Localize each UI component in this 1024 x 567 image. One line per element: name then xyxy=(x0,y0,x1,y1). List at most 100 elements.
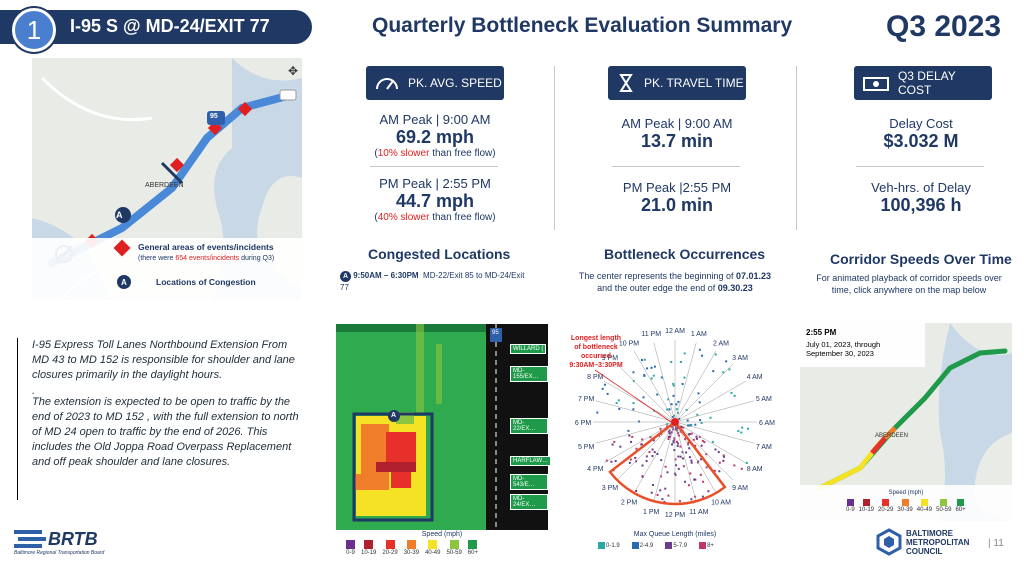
speed-am-pct: 10% slower xyxy=(377,148,430,159)
queue-point xyxy=(683,352,686,355)
queue-point xyxy=(714,448,717,451)
queue-point xyxy=(642,396,645,399)
hour-spoke xyxy=(674,380,747,423)
divider xyxy=(856,166,984,167)
corridor-speed-map[interactable]: 2:55 PM July 01, 2023, through September… xyxy=(800,323,1012,521)
queue-point xyxy=(643,358,646,361)
divider xyxy=(370,166,498,167)
queue-point xyxy=(652,439,655,442)
hour-label: 6 PM xyxy=(575,420,592,427)
queue-point xyxy=(714,353,717,356)
queue-point xyxy=(673,414,676,417)
bottleneck-desc: The center represents the beginning of 0… xyxy=(570,270,780,294)
map-place-label: ABERDEEN xyxy=(145,182,184,189)
queue-point xyxy=(601,387,604,390)
queue-point xyxy=(722,459,725,462)
queue-point xyxy=(648,451,651,454)
hour-label: 3 PM xyxy=(602,485,619,492)
queue-point xyxy=(656,493,659,496)
queue-point xyxy=(632,408,635,411)
queue-point xyxy=(659,489,662,492)
bottleneck-radial-chart[interactable]: 12 AM 1 AM 2 AM 3 AM 4 AM 5 AM 6 AM 7 AM 8 AM 9 A… xyxy=(560,320,790,520)
events-legend-note: (there were 654 events/incidents during … xyxy=(138,255,274,262)
queue-point xyxy=(667,398,670,401)
bottleneck-callout: Longest length of bottleneck occurred 9:… xyxy=(569,335,623,369)
queue-point xyxy=(659,427,662,430)
avg-speed-header: PK. AVG. SPEED xyxy=(366,66,504,100)
queue-point xyxy=(664,487,667,490)
queue-point xyxy=(682,426,685,429)
queue-point xyxy=(717,451,720,454)
legend-swatch xyxy=(846,499,854,506)
queue-point xyxy=(733,394,736,397)
corridor-legend-title: Speed (mph) xyxy=(888,490,924,496)
hour-label: 5 AM xyxy=(756,396,772,403)
exit-label: HARFLAW… xyxy=(510,456,552,466)
incident-map[interactable]: A ABERDEEN 95 ✥ General areas of events/… xyxy=(32,58,302,300)
hour-label: 4 AM xyxy=(747,374,763,381)
hour-spoke xyxy=(616,363,676,423)
legend-label: 30-39 xyxy=(403,550,420,556)
queue-point xyxy=(730,391,733,394)
radial-chart-graphic: 12 AM 1 AM 2 AM 3 AM 4 AM 5 AM 6 AM 7 AM 8 AM 9 A… xyxy=(575,328,775,519)
speed-am-value: 69.2 mph xyxy=(395,127,475,147)
queue-point xyxy=(668,408,671,411)
queue-point xyxy=(712,370,715,373)
delay-cost-header: Q3 DELAY COST xyxy=(854,66,992,100)
queue-point xyxy=(635,490,638,493)
section-number-badge: 1 xyxy=(12,8,56,52)
hour-label: 8 AM xyxy=(747,466,763,473)
queue-point xyxy=(666,408,669,411)
legend-swatch xyxy=(901,499,909,506)
hourglass-icon xyxy=(619,74,633,92)
queue-point xyxy=(700,444,703,447)
queue-point xyxy=(653,451,656,454)
speed-heatmap[interactable]: A 95 WILLARD ( MD-155/EX… MD-22/EX… HARF… xyxy=(336,324,552,530)
queue-point xyxy=(671,415,674,418)
speed-am-label: AM Peak | 9:00 AM xyxy=(379,112,491,127)
hour-spoke xyxy=(633,350,676,423)
queue-point xyxy=(696,437,699,440)
queue-point xyxy=(690,459,693,462)
incident-map-graphic xyxy=(32,58,302,300)
hour-spoke xyxy=(674,350,717,423)
queue-point xyxy=(687,433,690,436)
bmc-hexagon-icon xyxy=(876,528,902,556)
congested-location-item: A 9:50AM – 6:30PM MD-22/Exit 85 to MD-24… xyxy=(340,270,530,294)
legend-swatch xyxy=(385,540,395,549)
congestion-marker-a[interactable]: A xyxy=(116,210,123,220)
hour-label: 11 PM xyxy=(641,331,661,338)
queue-point xyxy=(677,411,680,414)
queue-point xyxy=(671,425,674,428)
queue-point xyxy=(672,440,675,443)
queue-point xyxy=(725,360,728,363)
queue-point xyxy=(703,441,706,444)
queue-point xyxy=(675,440,678,443)
queue-point xyxy=(679,445,682,448)
queue-point xyxy=(701,439,704,442)
queue-point xyxy=(641,438,644,441)
queue-point xyxy=(666,471,669,474)
move-cursor-icon: ✥ xyxy=(288,64,299,78)
heatmap-shield: 95 xyxy=(492,330,499,336)
legend-label: 40-49 xyxy=(916,507,933,513)
bottleneck-start-date: 07.01.23 xyxy=(736,271,772,281)
hour-spoke xyxy=(674,421,734,481)
queue-point xyxy=(690,461,693,464)
queue-point xyxy=(663,500,666,503)
legend-item: 50-59 xyxy=(936,499,951,513)
queue-point xyxy=(670,403,673,406)
bmc-line2: METROPOLITAN xyxy=(906,537,970,547)
bmc-logo: BALTIMORE METROPOLITAN COUNCIL xyxy=(876,528,969,556)
queue-point xyxy=(694,478,697,481)
queue-point xyxy=(656,453,659,456)
queue-point xyxy=(694,444,697,447)
queue-point xyxy=(629,458,632,461)
queue-point xyxy=(677,467,680,470)
queue-point xyxy=(667,430,670,433)
bmc-line3: COUNCIL xyxy=(906,546,943,556)
queue-point xyxy=(685,451,688,454)
queue-point xyxy=(699,473,702,476)
queue-point xyxy=(687,441,690,444)
queue-point xyxy=(614,460,617,463)
